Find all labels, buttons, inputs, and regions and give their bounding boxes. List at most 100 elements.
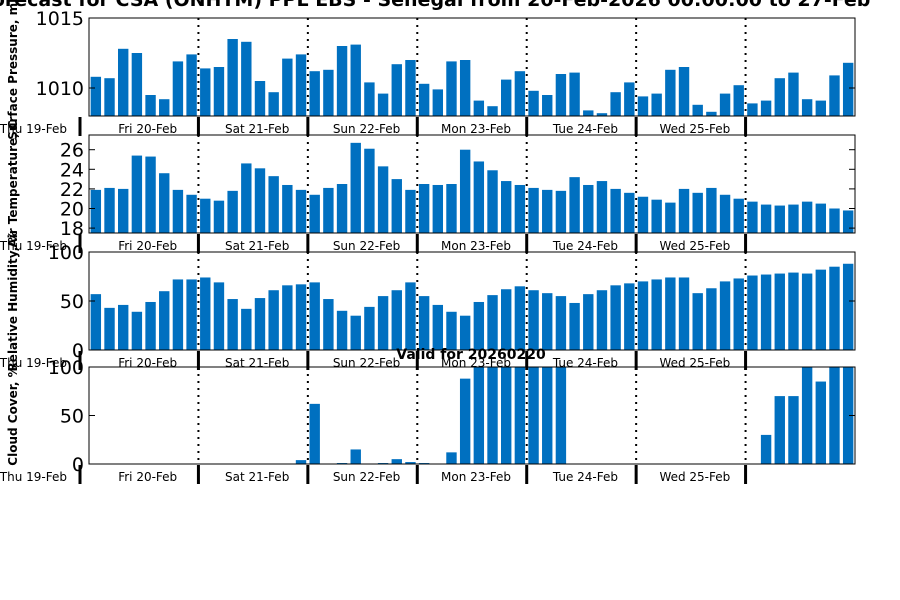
bar <box>801 99 813 116</box>
bar <box>350 44 361 116</box>
bar <box>227 299 238 350</box>
xtick-day-label: Wed 25-Feb <box>659 239 730 253</box>
ytick-label: 24 <box>60 159 84 181</box>
bar <box>254 81 266 116</box>
bar <box>528 187 539 233</box>
xtick-day-label: Sun 22-Feb <box>333 470 401 484</box>
bar <box>774 205 785 233</box>
bar <box>172 189 184 233</box>
bar <box>760 434 772 464</box>
bar <box>459 60 471 116</box>
bar <box>542 293 553 350</box>
bar <box>555 190 567 233</box>
bar <box>350 449 361 464</box>
bar <box>391 290 402 350</box>
bar <box>815 203 827 233</box>
bar <box>555 367 567 464</box>
bar <box>268 92 279 116</box>
xtick-day-label: Thu 19-Feb <box>0 239 67 253</box>
bar <box>815 269 827 350</box>
bar <box>241 41 252 116</box>
bar <box>542 367 553 464</box>
axes-frame <box>88 17 856 117</box>
bar <box>528 290 539 350</box>
bar <box>200 277 211 350</box>
bar <box>596 181 608 233</box>
bar <box>583 184 594 233</box>
bar <box>583 294 594 350</box>
bar <box>555 296 567 350</box>
bar <box>651 93 662 116</box>
bar <box>364 148 375 233</box>
bar <box>336 310 348 350</box>
bar <box>418 83 430 116</box>
bar <box>377 166 389 233</box>
bar <box>145 95 156 116</box>
bar <box>118 304 129 350</box>
bar <box>569 302 580 350</box>
bar <box>473 367 485 464</box>
bar <box>665 202 676 233</box>
bar <box>637 96 649 116</box>
bar <box>774 78 785 116</box>
xtick-day-label: Sat 21-Feb <box>225 239 289 253</box>
bar <box>501 181 512 233</box>
xtick-day-label: Mon 23-Feb <box>441 239 511 253</box>
xtick-day-label: Mon 23-Feb <box>441 122 511 136</box>
xtick-day-label: Wed 25-Feb <box>659 470 730 484</box>
bar <box>815 100 827 116</box>
xtick-day-label: Thu 19-Feb <box>0 470 67 484</box>
xtick-day-label: Sat 21-Feb <box>225 470 289 484</box>
bar <box>801 273 813 350</box>
xtick-day-label: Sat 21-Feb <box>225 356 289 370</box>
bar <box>364 82 375 116</box>
bar <box>446 61 457 116</box>
bar <box>569 177 580 233</box>
ytick-label: 50 <box>60 291 84 313</box>
bar <box>747 275 758 350</box>
bar <box>692 192 703 233</box>
bar <box>446 311 457 350</box>
bar <box>815 381 827 464</box>
bar <box>350 315 361 350</box>
bar <box>90 189 102 233</box>
bar <box>637 281 649 350</box>
bar <box>501 79 512 116</box>
xtick-day-label: Thu 19-Feb <box>0 356 67 370</box>
ytick-label: 26 <box>60 140 84 162</box>
ytick-label: 50 <box>60 406 84 428</box>
ytick-label: 1010 <box>36 78 84 100</box>
bar <box>733 198 744 233</box>
bar <box>104 78 115 116</box>
bar <box>692 293 703 350</box>
ytick-label: 20 <box>60 199 84 221</box>
ytick-label: 100 <box>48 242 84 264</box>
bar <box>309 194 320 233</box>
bar <box>104 307 115 350</box>
bar <box>377 296 389 350</box>
bar <box>227 39 238 116</box>
bar <box>678 188 690 233</box>
bar <box>309 282 320 350</box>
bar <box>542 95 553 116</box>
xtick-day-label: Fri 20-Feb <box>118 470 177 484</box>
bar <box>282 58 293 116</box>
bar <box>295 460 307 464</box>
bar <box>487 367 498 464</box>
bar <box>637 196 649 233</box>
bar <box>801 367 813 464</box>
bar <box>309 71 320 116</box>
bar <box>213 67 225 116</box>
bar <box>842 62 854 116</box>
panel-surface-pressure: 1010 1015 Thu 19-Feb Fri 20-Feb Sat 21-Feb Su… <box>0 0 856 140</box>
bar <box>692 104 703 116</box>
axes-frame <box>88 366 856 465</box>
bar <box>418 184 430 233</box>
ylabel: Air Temperature, C <box>6 120 20 248</box>
bar <box>665 69 676 116</box>
xtick-day-label: Fri 20-Feb <box>118 239 177 253</box>
bar <box>90 294 102 350</box>
bar <box>131 53 143 116</box>
